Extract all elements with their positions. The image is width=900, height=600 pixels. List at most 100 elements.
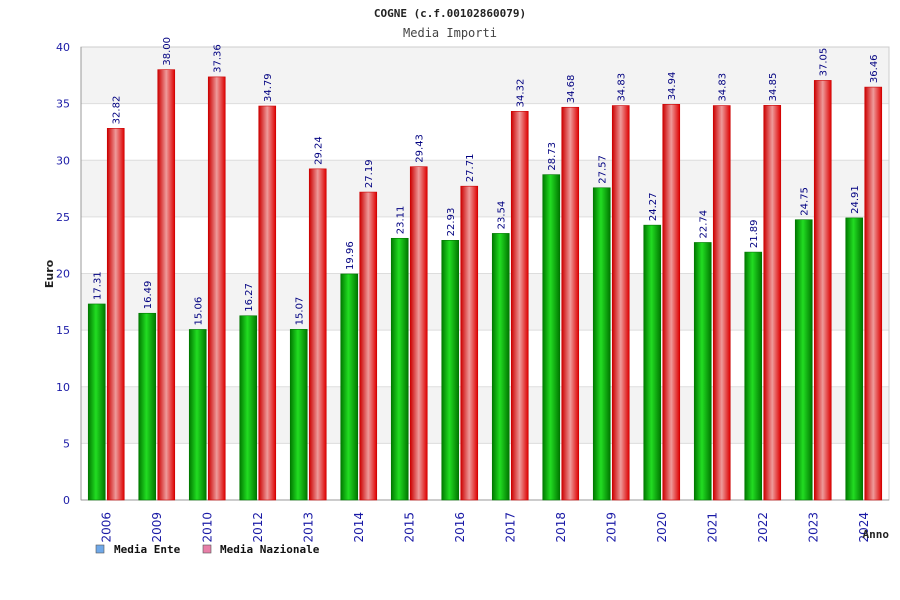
bar-media-ente — [643, 224, 662, 501]
legend: Media Ente Media Nazionale — [95, 543, 320, 556]
x-tick-label: 2009 — [150, 512, 164, 543]
data-label: 24.27 — [648, 193, 659, 222]
bar-media-nazionale — [409, 166, 428, 501]
data-label: 22.93 — [446, 208, 457, 237]
data-label: 15.07 — [295, 297, 306, 326]
bar-media-ente — [87, 303, 106, 501]
x-tick-label: 2021 — [705, 512, 719, 543]
x-tick-label: 2020 — [655, 512, 669, 543]
y-tick-label: 40 — [56, 41, 70, 54]
legend-swatch-media-nazionale — [202, 544, 212, 554]
x-axis-label: Anno — [863, 528, 890, 541]
bar-media-nazionale — [712, 105, 731, 501]
bar-media-nazionale — [864, 86, 883, 501]
bar-media-ente — [693, 242, 712, 501]
x-tick-label: 2012 — [251, 512, 265, 543]
data-label: 29.24 — [314, 136, 325, 165]
data-label: 27.57 — [598, 155, 609, 184]
x-tick-label: 2024 — [857, 512, 871, 543]
data-label: 15.06 — [194, 297, 205, 326]
data-label: 23.11 — [396, 206, 407, 235]
x-tick-label: 2023 — [806, 512, 820, 543]
bar-media-ente — [289, 329, 308, 501]
data-label: 17.31 — [93, 271, 104, 300]
data-label: 34.94 — [667, 72, 678, 101]
data-label: 28.73 — [547, 142, 558, 171]
y-tick-label: 5 — [63, 437, 70, 450]
x-tick-label: 2010 — [200, 512, 214, 543]
data-label: 16.27 — [244, 283, 255, 312]
y-tick-label: 35 — [56, 98, 70, 111]
data-label: 29.43 — [415, 134, 426, 163]
data-label: 19.96 — [345, 241, 356, 270]
plot-area: 0 5 10 15 20 25 30 35 40 17.31 32.82 2006 16.49 38.00… — [56, 37, 890, 543]
bar-media-ente — [239, 315, 258, 501]
x-tick-label: 2016 — [453, 512, 467, 543]
x-tick-label: 2018 — [554, 512, 568, 543]
bar-media-ente — [441, 240, 460, 501]
bar-media-ente — [542, 174, 561, 501]
data-label: 27.19 — [364, 159, 375, 188]
x-tick-label: 2006 — [99, 512, 113, 543]
data-label: 34.85 — [768, 73, 779, 102]
data-label: 32.82 — [112, 96, 123, 125]
data-label: 24.75 — [800, 187, 811, 216]
bar-media-ente — [794, 219, 813, 501]
y-tick-label: 30 — [56, 154, 70, 167]
bar-media-ente — [138, 312, 157, 501]
x-tick-label: 2019 — [604, 512, 618, 543]
bar-media-nazionale — [207, 76, 226, 501]
y-tick-label: 15 — [56, 324, 70, 337]
bar-media-nazionale — [359, 191, 378, 501]
bar-media-ente — [188, 329, 207, 501]
bar-media-nazionale — [308, 168, 327, 501]
data-label: 21.89 — [749, 219, 760, 248]
bar-media-nazionale — [106, 128, 125, 501]
bar-media-nazionale — [813, 80, 832, 501]
x-tick-label: 2017 — [503, 512, 517, 543]
bar-media-nazionale — [561, 106, 580, 501]
bar-media-nazionale — [763, 105, 782, 501]
y-tick-label: 20 — [56, 268, 70, 281]
bar-media-nazionale — [510, 111, 529, 501]
y-tick-label: 0 — [63, 494, 70, 507]
data-label: 22.74 — [699, 210, 710, 239]
bar-media-ente — [592, 187, 611, 501]
bar-media-nazionale — [662, 104, 681, 501]
data-label: 34.83 — [617, 73, 628, 102]
bar-media-ente — [491, 233, 510, 501]
data-label: 23.54 — [497, 201, 508, 230]
chart-subtitle: Media Importi — [403, 26, 497, 40]
legend-swatch-media-ente — [95, 544, 105, 554]
data-label: 34.32 — [516, 79, 527, 108]
data-label: 37.36 — [213, 44, 224, 73]
data-label: 37.05 — [819, 48, 830, 77]
y-tick-label: 10 — [56, 381, 70, 394]
chart-title: COGNE (c.f.00102860079) — [374, 7, 526, 20]
bar-media-nazionale — [460, 185, 479, 501]
x-tick-label: 2022 — [756, 512, 770, 543]
x-tick-label: 2013 — [301, 512, 315, 543]
bar-media-ente — [744, 251, 763, 501]
data-label: 34.68 — [566, 75, 577, 104]
bar-media-nazionale — [258, 105, 277, 501]
x-tick-label: 2015 — [402, 512, 416, 543]
bar-media-ente — [845, 217, 864, 501]
data-label: 24.91 — [850, 185, 861, 214]
legend-label-media-nazionale: Media Nazionale — [220, 543, 320, 556]
data-label: 27.71 — [465, 154, 476, 183]
data-label: 16.49 — [143, 281, 154, 310]
y-axis-label: Euro — [43, 259, 56, 288]
bar-media-nazionale — [157, 69, 176, 501]
data-label: 36.46 — [869, 54, 880, 83]
bar-media-ente — [390, 237, 409, 501]
data-label: 34.83 — [718, 73, 729, 102]
data-label: 34.79 — [263, 73, 274, 102]
bar-media-ente — [340, 273, 359, 501]
x-tick-label: 2014 — [352, 512, 366, 543]
bar-media-nazionale — [611, 105, 630, 501]
legend-label-media-ente: Media Ente — [114, 543, 181, 556]
data-label: 38.00 — [162, 37, 173, 66]
y-tick-label: 25 — [56, 211, 70, 224]
